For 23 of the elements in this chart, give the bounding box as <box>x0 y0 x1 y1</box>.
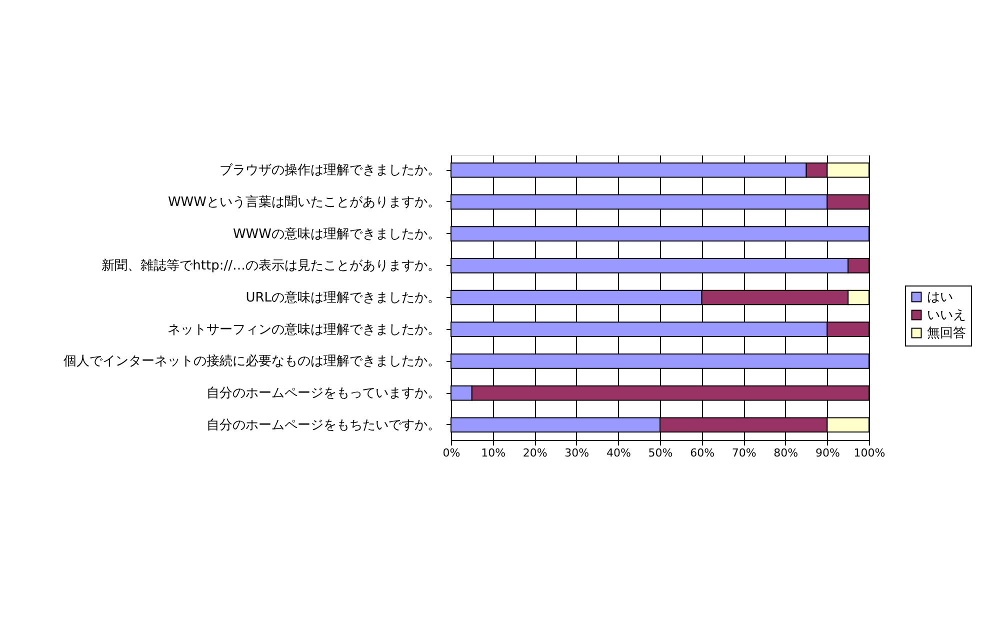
y-tick-label: URLの意味は理解できましたか。 <box>246 290 440 306</box>
x-tick-label: 20% <box>522 446 548 460</box>
legend-label: いいえ <box>927 308 966 323</box>
y-tick-label: 自分のホームページをもちたいですか。 <box>206 418 440 433</box>
x-tick-label: 60% <box>690 446 715 460</box>
y-tick-label: WWWの意味は理解できましたか。 <box>232 226 440 242</box>
x-tick-label: 80% <box>774 446 798 460</box>
x-tick-label: 0% <box>442 446 460 460</box>
y-tick-label: ネットサーフィンの意味は理解できましたか。 <box>168 322 440 338</box>
y-tick-label: 自分のホームページをもっていますか。 <box>206 386 440 402</box>
x-tick-label: 40% <box>606 446 631 460</box>
y-tick-label: ブラウザの操作は理解できましたか。 <box>220 163 440 178</box>
x-tick-label: 10% <box>481 446 506 460</box>
x-tick-label: 70% <box>732 446 756 460</box>
x-tick-label: 50% <box>648 446 673 460</box>
y-tick-label: WWWという言葉は聞いたことがありますか。 <box>168 194 440 210</box>
legend-label: 無回答 <box>927 326 966 341</box>
x-tick-label: 100% <box>854 446 886 460</box>
y-tick-label: 新聞、雑誌等でhttp://…の表示は見たことがありますか。 <box>102 258 440 274</box>
x-tick-label: 90% <box>815 446 840 460</box>
y-tick-label: 個人でインターネットの接続に必要なものは理解できましたか。 <box>64 354 440 370</box>
x-tick-label: 30% <box>564 446 590 460</box>
legend-label: はい <box>927 290 953 305</box>
